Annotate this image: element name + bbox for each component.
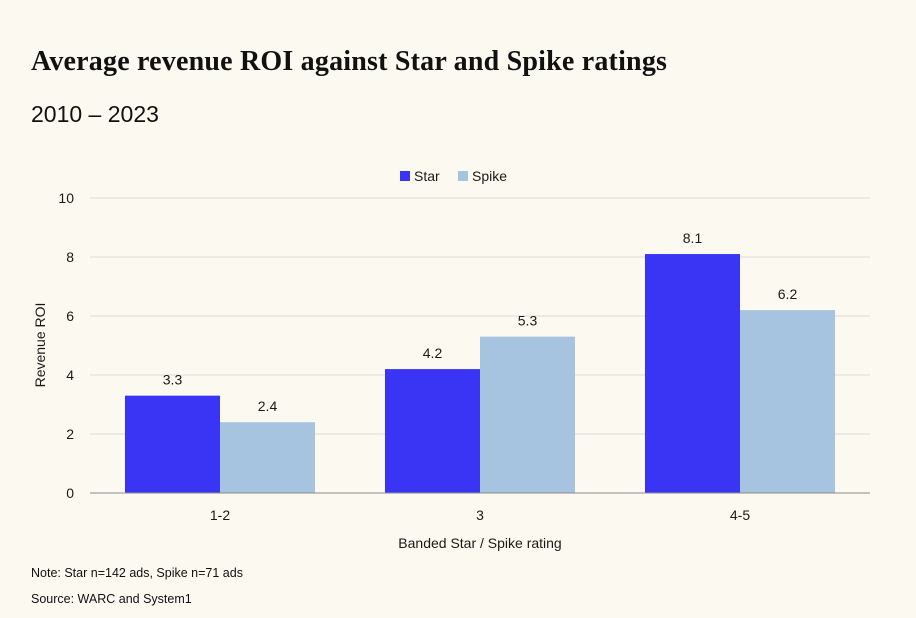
- y-tick-label: 6: [66, 308, 74, 324]
- legend-swatch-spike: [458, 171, 468, 181]
- y-tick-label: 8: [66, 249, 74, 265]
- bar-star: [645, 254, 740, 493]
- y-axis-title: Revenue ROI: [32, 303, 48, 388]
- legend-swatch-star: [400, 171, 410, 181]
- y-tick-label: 0: [66, 485, 74, 501]
- data-label: 4.2: [423, 345, 443, 361]
- y-tick-label: 10: [58, 190, 74, 206]
- data-label: 5.3: [518, 313, 538, 329]
- source-note: Source: WARC and System1: [31, 592, 192, 606]
- bar-star: [385, 369, 480, 493]
- y-axis-ticks: 0 2 4 6 8 10: [58, 190, 74, 501]
- x-axis-ticks: 1-2 3 4-5: [210, 507, 750, 523]
- legend: Star Spike: [400, 168, 507, 184]
- y-tick-label: 2: [66, 426, 74, 442]
- x-tick-label: 4-5: [730, 507, 750, 523]
- bar-spike: [480, 336, 575, 493]
- footnote: Note: Star n=142 ads, Spike n=71 ads: [31, 566, 243, 580]
- data-labels: 3.3 2.4 4.2 5.3 8.1 6.2: [163, 230, 798, 414]
- bar-spike: [740, 310, 835, 493]
- y-tick-label: 4: [66, 367, 74, 383]
- legend-label-star: Star: [414, 168, 440, 184]
- bar-spike: [220, 422, 315, 493]
- chart-subtitle: 2010 – 2023: [31, 101, 159, 127]
- x-axis-title: Banded Star / Spike rating: [398, 535, 561, 551]
- data-label: 2.4: [258, 398, 278, 414]
- data-label: 3.3: [163, 372, 183, 388]
- legend-label-spike: Spike: [472, 168, 507, 184]
- bar-star: [125, 395, 220, 493]
- data-label: 6.2: [778, 286, 798, 302]
- x-tick-label: 1-2: [210, 507, 230, 523]
- bars: [125, 254, 835, 493]
- chart-title: Average revenue ROI against Star and Spi…: [31, 46, 668, 77]
- data-label: 8.1: [683, 230, 703, 246]
- x-tick-label: 3: [476, 507, 484, 523]
